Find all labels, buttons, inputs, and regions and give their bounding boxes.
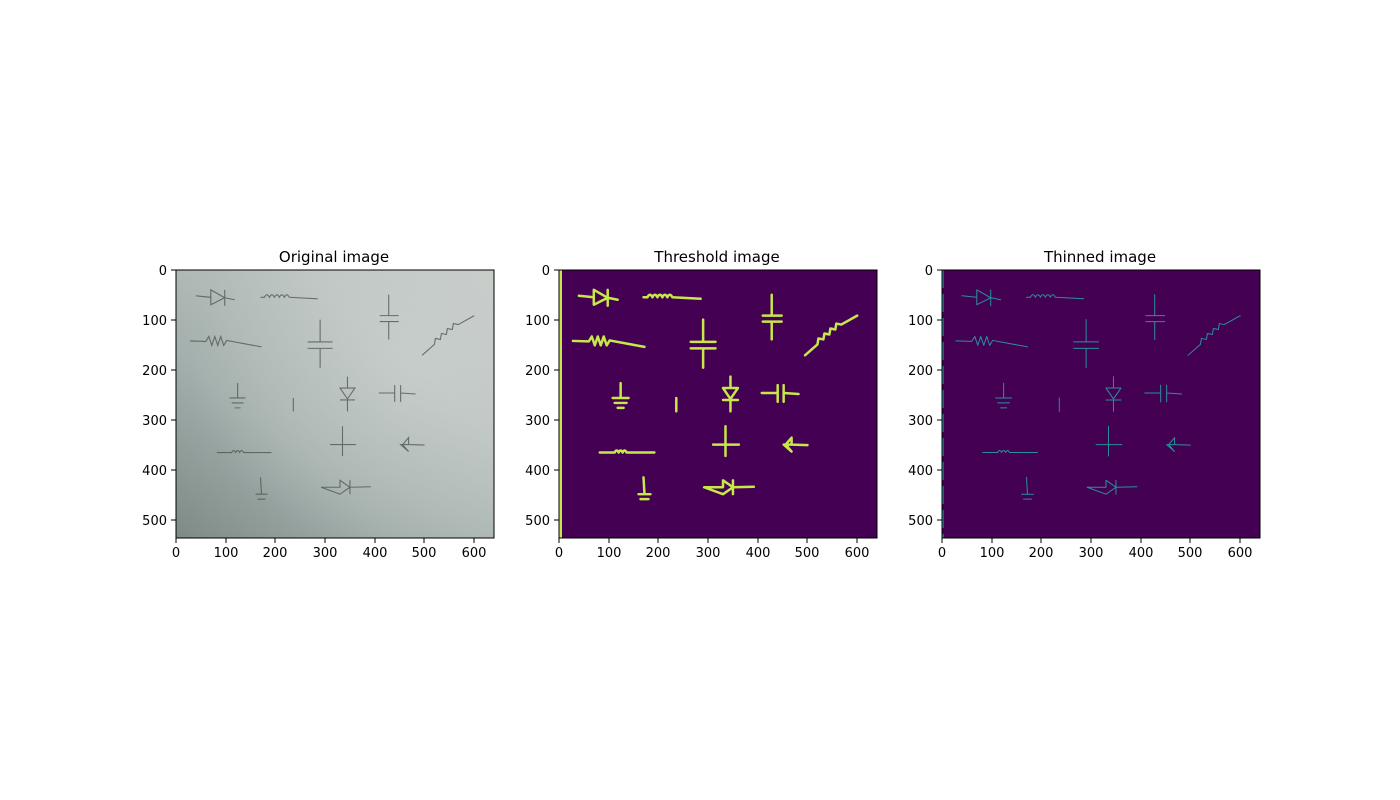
x-tick-label: 600 <box>845 546 870 561</box>
x-tick-label: 400 <box>1129 546 1154 561</box>
y-tick-label: 300 <box>908 414 933 429</box>
x-tick-label: 500 <box>1178 546 1203 561</box>
panel-original: Original image 0 100 200 300 400 500 600 <box>142 248 495 561</box>
x-tick-label: 300 <box>1079 546 1104 561</box>
y-tick-label: 100 <box>525 314 550 329</box>
y-tick-label: 500 <box>908 514 933 529</box>
x-tick-label: 400 <box>746 546 771 561</box>
x-tick-label: 500 <box>795 546 820 561</box>
axes-frame <box>175 269 495 539</box>
y-axis: 0 100 200 300 400 500 <box>525 264 559 529</box>
y-tick-label: 400 <box>908 464 933 479</box>
x-tick-label: 200 <box>1029 546 1054 561</box>
y-tick-label: 0 <box>925 264 933 279</box>
x-tick-label: 100 <box>980 546 1005 561</box>
image-threshold <box>559 270 877 538</box>
x-tick-label: 400 <box>363 546 388 561</box>
y-tick-label: 0 <box>159 264 167 279</box>
x-tick-label: 100 <box>597 546 622 561</box>
x-tick-label: 200 <box>646 546 671 561</box>
y-tick-label: 100 <box>142 314 167 329</box>
x-tick-label: 0 <box>172 546 180 561</box>
image-original <box>176 270 494 538</box>
x-tick-label: 0 <box>938 546 946 561</box>
x-tick-label: 100 <box>214 546 239 561</box>
x-axis: 0 100 200 300 400 500 600 <box>938 538 1253 561</box>
x-tick-label: 600 <box>462 546 487 561</box>
y-tick-label: 500 <box>525 514 550 529</box>
y-tick-label: 0 <box>542 264 550 279</box>
axes-frame <box>558 269 878 539</box>
x-axis: 0 100 200 300 400 500 600 <box>555 538 870 561</box>
axes-frame <box>941 269 1261 539</box>
y-tick-label: 100 <box>908 314 933 329</box>
x-tick-label: 0 <box>555 546 563 561</box>
image-thinned <box>942 270 1260 538</box>
x-tick-label: 600 <box>1228 546 1253 561</box>
y-tick-label: 200 <box>142 364 167 379</box>
x-tick-label: 200 <box>263 546 288 561</box>
x-tick-label: 300 <box>696 546 721 561</box>
y-tick-label: 500 <box>142 514 167 529</box>
panel-title: Threshold image <box>653 248 779 266</box>
panel-threshold: Threshold image 0 100 200 300 400 500 60… <box>525 248 878 561</box>
y-tick-label: 200 <box>525 364 550 379</box>
x-tick-label: 300 <box>313 546 338 561</box>
x-axis: 0 100 200 300 400 500 600 <box>172 538 487 561</box>
panel-title: Original image <box>279 248 389 266</box>
y-tick-label: 300 <box>142 414 167 429</box>
y-tick-label: 300 <box>525 414 550 429</box>
y-tick-label: 200 <box>908 364 933 379</box>
y-tick-label: 400 <box>142 464 167 479</box>
y-tick-label: 400 <box>525 464 550 479</box>
y-axis: 0 100 200 300 400 500 <box>142 264 176 529</box>
y-axis: 0 100 200 300 400 500 <box>908 264 942 529</box>
panel-thinned: Thinned image 0 100 200 300 400 500 600 <box>908 248 1261 561</box>
x-tick-label: 500 <box>412 546 437 561</box>
panel-title: Thinned image <box>1043 248 1156 266</box>
